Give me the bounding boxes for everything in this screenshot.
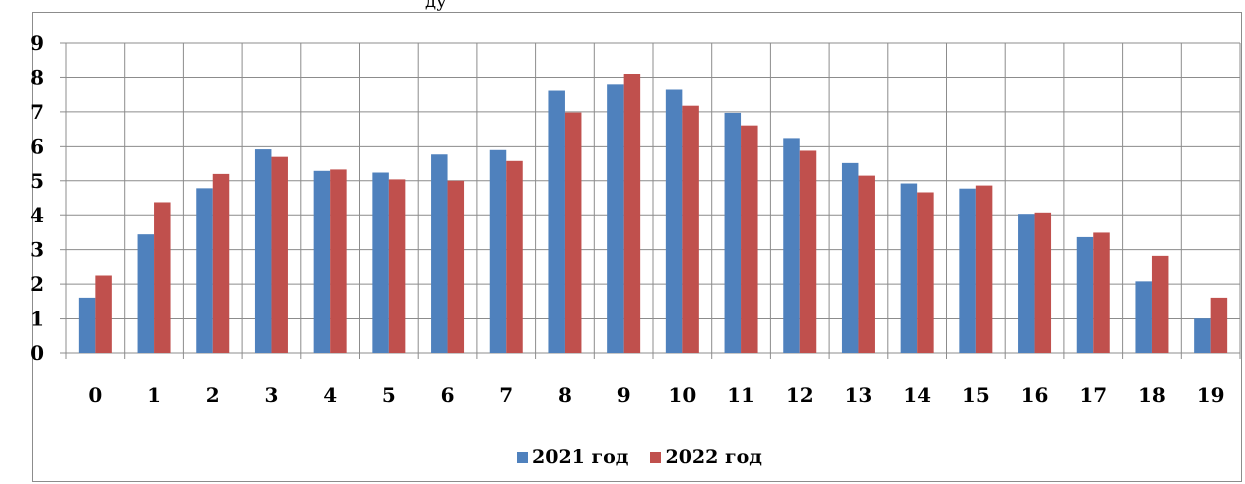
bar-2021-12 [783,138,800,353]
y-tick-label: 4 [30,203,44,227]
bar-2021-3 [254,149,272,353]
x-tick-labels: 0 1 2 3 4 5 6 7 8 9 10 11 12 13 14 15 16 17 18 19 [88,383,1224,407]
bar-2021-9 [607,84,624,353]
x-tick-label: 2 [206,383,220,407]
legend-swatch-2021 [517,451,528,463]
bar-2022-18 [1151,255,1169,353]
bar-2022-2 [212,173,230,353]
bar-2021-0 [78,297,96,353]
legend-label-2022: 2022 год [665,446,762,468]
legend-item-2021: 2021 год [517,446,628,468]
x-tick-label: 4 [323,383,337,407]
bar-2021-17 [1076,236,1094,353]
y-tick-label: 7 [30,100,44,124]
bar-2022-6 [447,180,465,353]
bar-2021-11 [724,112,742,353]
gridlines [60,42,1241,359]
bar-2022-10 [682,105,699,353]
x-tick-label: 5 [382,383,396,407]
bar-2022-16 [1034,212,1052,353]
bar-2021-15 [959,188,976,353]
bar-2021-5 [372,172,389,353]
y-tick-label: 5 [30,169,44,193]
bar-2022-0 [95,275,112,353]
bar-2021-14 [900,183,918,353]
x-tick-label: 8 [558,383,572,407]
x-tick-label: 11 [727,383,755,407]
x-tick-label: 15 [962,383,990,407]
x-tick-label: 0 [88,383,102,407]
x-tick-label: 7 [499,383,513,407]
y-tick-label: 3 [30,238,44,262]
x-tick-label: 10 [668,383,696,407]
x-tick-label: 14 [903,383,931,407]
y-tick-label: 1 [30,307,44,331]
y-tick-labels: 0 1 2 3 4 5 6 7 8 9 [30,31,44,365]
y-tick-label: 6 [30,134,44,158]
y-tick-label: 8 [30,65,44,89]
x-tick-label: 1 [147,383,161,407]
bar-2022-11 [741,125,758,354]
bar-2021-13 [841,162,859,353]
bars [78,74,1228,354]
bar-2021-2 [196,188,213,353]
bar-2021-18 [1135,281,1152,353]
x-tick-label: 9 [617,383,631,407]
y-tick-label: 0 [30,341,44,365]
bar-2022-14 [917,192,934,353]
bar-2022-1 [154,202,171,353]
y-tick-label: 9 [30,31,44,55]
legend: 2021 год 2022 год [517,446,762,468]
clipped-title: ду [425,0,447,12]
bar-2022-8 [564,112,582,353]
bar-2022-3 [271,156,288,353]
x-tick-label: 3 [264,383,278,407]
bar-2021-1 [137,234,155,353]
bar-2022-5 [388,179,406,353]
bar-2021-7 [489,149,507,353]
bar-2021-19 [1194,318,1211,353]
bar-2022-4 [330,169,347,353]
x-tick-label: 12 [786,383,814,407]
x-tick-label: 19 [1197,383,1225,407]
bar-2021-4 [313,170,331,353]
x-tick-label: 16 [1021,383,1049,407]
bar-2022-15 [975,185,993,353]
x-tick-label: 18 [1138,383,1166,407]
bar-2021-8 [548,90,565,354]
legend-label-2021: 2021 год [532,446,629,468]
bar-2022-7 [506,160,523,353]
bar-2022-9 [623,74,641,353]
bar-2022-13 [858,175,875,353]
legend-item-2022: 2022 год [650,446,762,468]
bar-2022-12 [799,150,817,353]
x-tick-label: 13 [845,383,873,407]
bar-2021-16 [1018,214,1035,353]
bar-2022-17 [1093,232,1110,353]
bar-2021-10 [665,89,683,353]
bar-2022-19 [1210,297,1228,353]
x-tick-label: 6 [441,383,455,407]
legend-swatch-2022 [650,451,662,463]
x-tick-label: 17 [1079,383,1107,407]
bar-2021-6 [431,154,448,353]
y-tick-label: 2 [30,272,44,296]
